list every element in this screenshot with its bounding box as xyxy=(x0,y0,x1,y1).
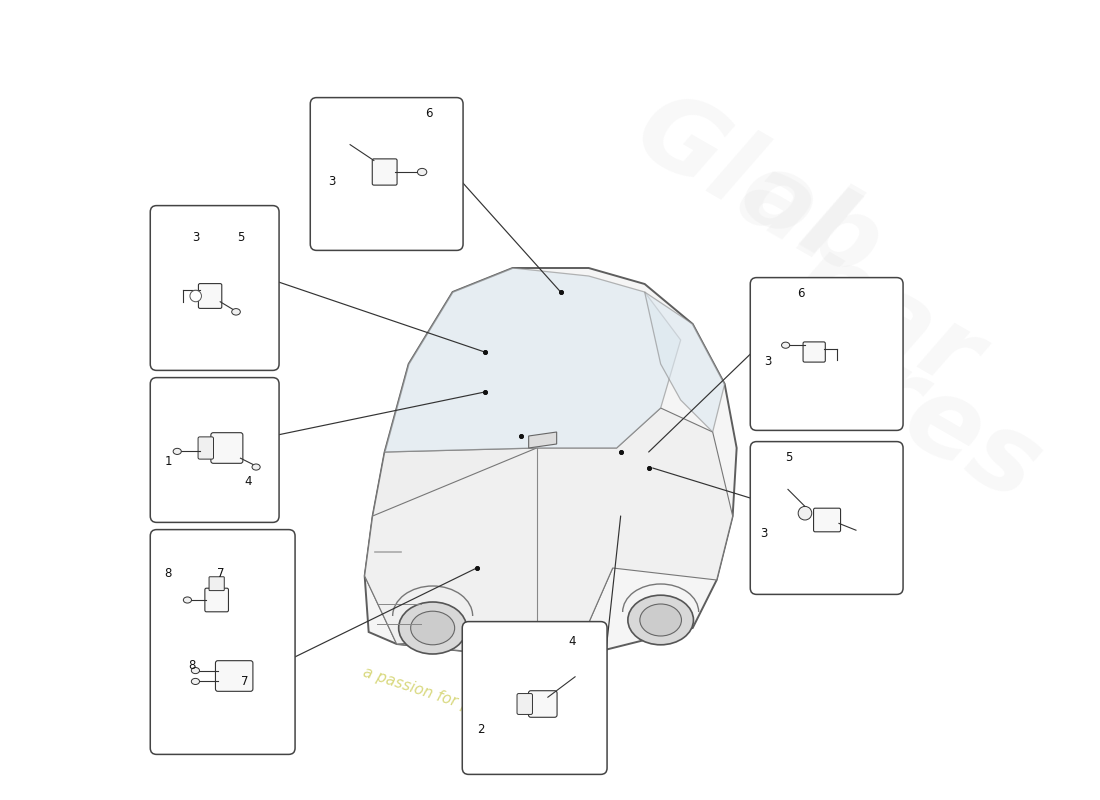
FancyBboxPatch shape xyxy=(151,378,279,522)
FancyBboxPatch shape xyxy=(151,206,279,370)
FancyBboxPatch shape xyxy=(310,98,463,250)
Text: 3: 3 xyxy=(192,231,200,244)
FancyBboxPatch shape xyxy=(151,530,295,754)
Ellipse shape xyxy=(252,464,261,470)
FancyBboxPatch shape xyxy=(750,278,903,430)
Text: 7: 7 xyxy=(217,567,224,580)
Ellipse shape xyxy=(410,611,454,645)
Text: 4: 4 xyxy=(569,635,576,648)
FancyBboxPatch shape xyxy=(528,690,557,718)
Polygon shape xyxy=(385,268,681,452)
Ellipse shape xyxy=(781,342,790,348)
Text: 1: 1 xyxy=(165,455,173,468)
Polygon shape xyxy=(365,268,737,652)
Ellipse shape xyxy=(184,597,191,603)
FancyBboxPatch shape xyxy=(803,342,825,362)
Ellipse shape xyxy=(640,604,682,636)
Text: res: res xyxy=(840,336,1059,523)
Ellipse shape xyxy=(628,595,693,645)
Ellipse shape xyxy=(191,667,199,674)
Polygon shape xyxy=(529,432,557,448)
Text: a passion for parts since 1985: a passion for parts since 1985 xyxy=(361,665,585,751)
Text: 2: 2 xyxy=(476,723,484,736)
FancyBboxPatch shape xyxy=(205,588,229,612)
Text: 8: 8 xyxy=(165,567,172,580)
Text: 4: 4 xyxy=(244,475,252,488)
FancyBboxPatch shape xyxy=(372,159,397,185)
FancyBboxPatch shape xyxy=(216,661,253,691)
Text: Glob: Glob xyxy=(617,80,899,301)
Text: 6: 6 xyxy=(796,287,804,300)
Text: par: par xyxy=(777,224,997,410)
FancyBboxPatch shape xyxy=(198,437,213,459)
Text: 3: 3 xyxy=(761,527,768,540)
FancyBboxPatch shape xyxy=(517,694,532,714)
FancyBboxPatch shape xyxy=(462,622,607,774)
FancyBboxPatch shape xyxy=(211,433,243,463)
FancyBboxPatch shape xyxy=(814,508,840,532)
Ellipse shape xyxy=(232,309,240,315)
FancyBboxPatch shape xyxy=(209,577,224,590)
Circle shape xyxy=(799,506,812,520)
Polygon shape xyxy=(365,448,617,652)
Ellipse shape xyxy=(398,602,466,654)
Ellipse shape xyxy=(417,169,427,176)
Text: 7: 7 xyxy=(241,675,249,688)
Text: 3: 3 xyxy=(329,175,336,188)
Text: 5: 5 xyxy=(236,231,244,244)
Text: 5: 5 xyxy=(784,451,792,464)
Text: al: al xyxy=(720,144,864,285)
Text: 6: 6 xyxy=(425,107,432,120)
Polygon shape xyxy=(365,408,733,644)
Ellipse shape xyxy=(191,678,199,685)
Polygon shape xyxy=(645,292,725,432)
FancyBboxPatch shape xyxy=(750,442,903,594)
Ellipse shape xyxy=(173,448,182,454)
Text: 8: 8 xyxy=(189,659,196,672)
FancyBboxPatch shape xyxy=(198,283,222,308)
Text: 3: 3 xyxy=(764,355,772,368)
Circle shape xyxy=(190,290,201,302)
